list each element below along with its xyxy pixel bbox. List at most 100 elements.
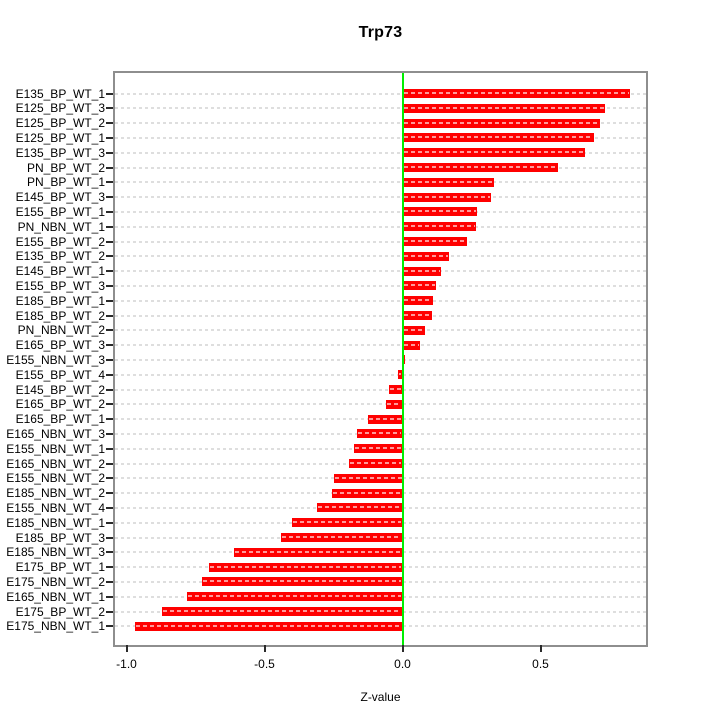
bar bbox=[402, 251, 450, 261]
bar bbox=[402, 311, 433, 320]
y-axis-tick bbox=[106, 566, 113, 569]
bar bbox=[354, 444, 403, 454]
bar bbox=[402, 177, 494, 187]
y-axis-tick bbox=[106, 551, 113, 554]
y-axis-label: E155_NBN_WT_4 bbox=[6, 500, 105, 515]
bar bbox=[385, 399, 403, 409]
grid-line bbox=[115, 403, 646, 406]
bar bbox=[292, 518, 403, 528]
bar-stipple-pattern bbox=[403, 195, 490, 198]
y-axis-tick bbox=[106, 92, 113, 95]
y-axis-tick bbox=[106, 610, 113, 613]
grid-line bbox=[115, 166, 646, 169]
bar-stipple-pattern bbox=[403, 314, 432, 316]
x-axis-tick-label: -0.5 bbox=[254, 657, 275, 671]
zero-line bbox=[401, 73, 404, 645]
bar-stipple-pattern bbox=[403, 343, 420, 346]
x-axis-tick bbox=[263, 645, 266, 652]
y-axis-tick bbox=[106, 492, 113, 495]
y-axis-label: E165_NBN_WT_2 bbox=[6, 456, 105, 471]
bar bbox=[402, 192, 491, 202]
y-axis-label: E155_NBN_WT_2 bbox=[6, 471, 105, 486]
x-axis-tick-label: 0.0 bbox=[394, 657, 411, 671]
y-axis-tick bbox=[106, 299, 113, 302]
bar bbox=[402, 266, 442, 276]
y-axis-label: E165_BP_WT_3 bbox=[15, 338, 105, 353]
grid-line bbox=[115, 284, 646, 287]
bar bbox=[402, 281, 436, 291]
y-axis-label: E175_BP_WT_2 bbox=[15, 604, 105, 619]
bar bbox=[187, 592, 403, 602]
bar-stipple-pattern bbox=[403, 225, 475, 228]
y-axis-tick bbox=[106, 196, 113, 199]
bar bbox=[402, 355, 406, 365]
bar-stipple-pattern bbox=[403, 240, 467, 242]
bar-stipple-pattern bbox=[235, 550, 402, 553]
y-axis-label: E125_BP_WT_1 bbox=[15, 130, 105, 145]
bar bbox=[316, 503, 403, 513]
bar-stipple-pattern bbox=[403, 328, 424, 331]
bar bbox=[402, 222, 476, 232]
bar bbox=[368, 414, 403, 424]
y-axis-label: E165_BP_WT_1 bbox=[15, 412, 105, 427]
y-axis-tick bbox=[106, 225, 113, 228]
y-axis-tick bbox=[106, 477, 113, 480]
y-axis-label: E185_BP_WT_3 bbox=[15, 530, 105, 545]
grid-line bbox=[115, 314, 646, 317]
bar bbox=[202, 577, 403, 587]
bar bbox=[134, 621, 403, 631]
grid-line bbox=[115, 181, 646, 184]
y-axis-label: PN_NBN_WT_2 bbox=[17, 323, 105, 338]
y-axis-label: E155_BP_WT_2 bbox=[15, 234, 105, 249]
y-axis-label: E125_BP_WT_3 bbox=[15, 101, 105, 116]
bar-stipple-pattern bbox=[403, 166, 558, 168]
bar-stipple-pattern bbox=[403, 121, 599, 124]
x-axis-tick bbox=[539, 645, 542, 652]
bar bbox=[402, 163, 559, 172]
grid-line bbox=[115, 240, 646, 243]
chart-title: Trp73 bbox=[358, 24, 403, 41]
bar-stipple-pattern bbox=[403, 299, 433, 302]
y-axis-label: PN_NBN_WT_1 bbox=[17, 219, 105, 234]
bar-stipple-pattern bbox=[403, 92, 630, 94]
grid-line bbox=[115, 329, 646, 332]
grid-line bbox=[115, 151, 646, 154]
y-axis-tick bbox=[106, 580, 113, 583]
y-axis-label: E155_NBN_WT_1 bbox=[6, 441, 105, 456]
bar bbox=[388, 385, 403, 394]
grid-line bbox=[115, 344, 646, 347]
grid-line bbox=[115, 107, 646, 110]
bar-stipple-pattern bbox=[389, 388, 402, 390]
bar bbox=[398, 370, 403, 380]
y-axis-label: E165_NBN_WT_1 bbox=[6, 589, 105, 604]
bar-stipple-pattern bbox=[403, 210, 477, 213]
y-axis-label: E175_NBN_WT_2 bbox=[6, 574, 105, 589]
bar-stipple-pattern bbox=[203, 580, 402, 583]
y-axis-tick bbox=[106, 536, 113, 539]
y-axis-label: E185_BP_WT_1 bbox=[15, 293, 105, 308]
grid-line bbox=[115, 196, 646, 199]
y-axis-label: E135_BP_WT_1 bbox=[15, 86, 105, 101]
y-axis-tick bbox=[106, 284, 113, 287]
y-axis-label: E135_BP_WT_3 bbox=[15, 145, 105, 160]
bar bbox=[281, 533, 403, 542]
bar bbox=[402, 148, 585, 158]
bar-stipple-pattern bbox=[135, 624, 402, 627]
bar bbox=[402, 207, 478, 217]
bar-stipple-pattern bbox=[369, 417, 402, 420]
bar-stipple-pattern bbox=[210, 565, 402, 568]
y-axis-tick bbox=[106, 270, 113, 273]
bar-stipple-pattern bbox=[317, 506, 402, 509]
y-axis-tick bbox=[106, 314, 113, 317]
y-axis-tick bbox=[106, 344, 113, 347]
y-axis-tick bbox=[106, 107, 113, 110]
bar bbox=[402, 296, 434, 306]
y-axis-label: E155_BP_WT_4 bbox=[15, 367, 105, 382]
y-axis-label: E125_BP_WT_2 bbox=[15, 116, 105, 131]
y-axis-tick bbox=[106, 418, 113, 421]
bar bbox=[402, 325, 425, 335]
y-axis-tick bbox=[106, 255, 113, 258]
bar bbox=[402, 103, 606, 113]
plot-inner: E135_BP_WT_1 E125_BP_WT_3 E125_BP_WT_2 E125… bbox=[6, 73, 646, 671]
grid-line bbox=[115, 122, 646, 125]
